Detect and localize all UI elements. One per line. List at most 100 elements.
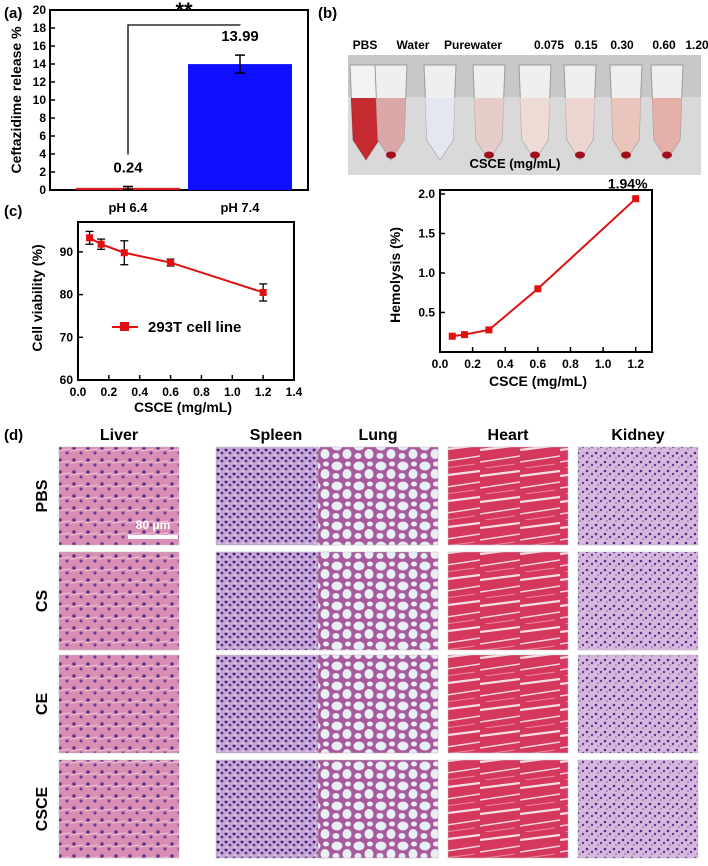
tube-label: Purewater [444,38,502,52]
y-tick-label: 18 [33,21,47,35]
histology-image [447,759,569,859]
x-tick-label: 0.6 [162,385,179,399]
column-header: Spleen [250,427,302,444]
scale-bar-label: 80 μm [136,518,171,532]
panel-label-d: (d) [4,427,23,444]
x-axis-label: CSCE (mg/mL) [134,399,232,415]
cell-pellet [484,151,494,159]
column-header: Liver [100,427,138,444]
row-header: CS [34,590,51,613]
tube-label: 0.075 [534,38,564,52]
x-tick-label: 1.4 [286,385,303,399]
x-tick-label: 0.0 [432,357,449,371]
plot-frame [439,189,653,353]
histology-grid [58,446,699,859]
y-tick-label: 1.0 [418,266,435,280]
y-tick-label: 12 [33,75,47,89]
x-tick-label: pH 7.4 [220,200,260,215]
y-axis-label: Hemolysis (%) [387,227,403,323]
x-tick-label: 1.2 [627,357,644,371]
tube-liquid [611,98,641,160]
data-points: 1.94% [448,176,648,340]
tube-liquid [565,98,595,160]
x-tick-label: pH 6.4 [108,200,148,215]
scale-bar-line [128,535,178,539]
row-header: CE [34,693,51,716]
panel-a-bar-chart: (a) Ceftazidime release % 0 2 4 6 8 10 12 14 16 1… [4,0,309,215]
tubes [349,64,684,161]
x-tick-label: 0.6 [530,357,547,371]
data-point [86,234,94,242]
data-annotation: 1.94% [608,176,648,192]
panel-label-b: (b) [318,5,337,22]
histology-image [447,654,569,754]
y-tick-label: 2 [39,165,46,179]
column-headers: Liver Spleen Lung Heart Kidney [100,427,665,444]
tube-label: 1.20 [685,38,708,52]
x-tick-label: 0.2 [464,357,481,371]
y-tick-label: 70 [60,330,74,344]
tube-label: 0.30 [610,38,634,52]
data-point [485,326,493,334]
y-tick-label: 8 [39,111,46,125]
data-point [259,288,267,296]
cell-pellet [621,151,631,159]
column-header: Lung [358,427,397,444]
histology-image [58,654,180,754]
data-points [85,230,268,302]
panel-b-hemolysis: (b) CSCE (mg/mL) PBS Water Purewater 0.075 0… [318,5,708,389]
histology-image [58,551,180,651]
series-line [452,197,637,338]
panel-label-a: (a) [4,5,22,22]
data-point [448,332,456,340]
histology-image [215,551,337,651]
y-tick-label: 20 [33,3,47,17]
y-tick-label: 1.5 [418,226,435,240]
tube-liquid [376,98,406,160]
photo-axis-label: CSCE (mg/mL) [470,156,561,171]
panel-d-histology: (d) Liver Spleen Lung Heart Kidney PBSCSCECS… [4,427,699,859]
histology-image [317,446,439,546]
x-tick-label: 0.0 [70,385,87,399]
histology-image [447,446,569,546]
axes: 0.0 0.2 0.4 0.6 0.8 1.0 1.2 1.4 60 70 80 90 [60,221,303,399]
x-tick-label: 0.2 [101,385,118,399]
tube-photo: CSCE (mg/mL) [348,55,701,175]
y-axis-label: Ceftazidime release % [8,26,24,174]
histology-image [317,654,439,754]
tube-label: 0.15 [574,38,598,52]
data-point [534,285,542,293]
row-header: PBS [34,479,51,512]
data-point [120,249,128,257]
histology-image [317,759,439,859]
cell-pellet [530,151,540,159]
axes: 0.0 0.2 0.4 0.6 0.8 1.0 1.2 0.5 1.0 1.5 2.0 [418,187,653,371]
data-label: 13.99 [221,28,259,45]
x-tick-label: 1.2 [255,385,272,399]
histology-image [577,759,699,859]
legend: 293T cell line [112,319,241,336]
data-point [167,259,175,267]
data-label: 0.24 [113,159,143,176]
histology-image [58,759,180,859]
legend-marker [120,322,129,331]
histology-image [215,446,337,546]
y-tick-label: 16 [33,39,47,53]
y-tick-label: 80 [60,288,74,302]
data-point [632,195,640,203]
data-point [97,240,105,248]
y-axis-label: Cell viability (%) [29,244,45,351]
tube-liquid [652,98,682,160]
significance-label: ** [175,0,193,23]
scale-bar: 80 μm [128,518,178,539]
tube-liquid [351,98,381,160]
y-tick-label: 60 [60,373,74,387]
y-tick-label: 0.5 [418,305,435,319]
y-tick-label: 4 [39,147,46,161]
y-tick-label: 14 [33,57,47,71]
x-tick-label: 0.4 [497,357,514,371]
y-tick-label: 10 [33,93,47,107]
x-tick-label: 0.8 [193,385,210,399]
